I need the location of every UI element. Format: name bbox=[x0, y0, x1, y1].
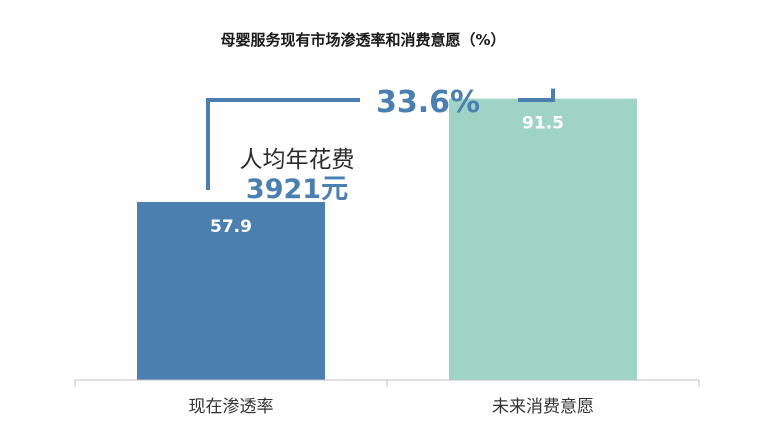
difference-label: 33.6% bbox=[376, 85, 480, 120]
x-axis-ticks bbox=[74, 380, 700, 387]
difference-bracket bbox=[206, 88, 555, 190]
bar-value-label: 91.5 bbox=[522, 114, 564, 134]
bar-1 bbox=[137, 201, 325, 380]
bar-2 bbox=[449, 98, 637, 380]
category-label: 未来消费意愿 bbox=[492, 397, 594, 417]
category-labels: 现在渗透率 未来消费意愿 bbox=[189, 397, 595, 417]
bars-group: 57.9 91.5 bbox=[137, 98, 637, 380]
chart-title: 母婴服务现有市场渗透率和消费意愿（%） bbox=[220, 31, 505, 49]
annotation-line-1: 人均年花费 bbox=[240, 147, 355, 173]
annotation-line-2: 3921元 bbox=[246, 174, 348, 205]
bar-value-label: 57.9 bbox=[210, 217, 252, 237]
category-label: 现在渗透率 bbox=[189, 397, 274, 417]
